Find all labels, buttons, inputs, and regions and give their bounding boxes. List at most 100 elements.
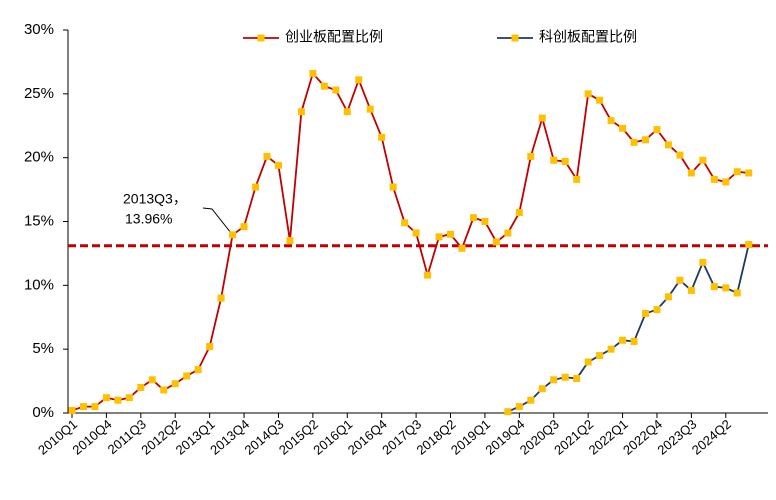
marker <box>183 372 191 380</box>
marker <box>619 336 627 344</box>
marker <box>447 230 455 238</box>
marker <box>240 223 248 231</box>
annotation-leader <box>202 207 232 234</box>
marker <box>573 175 581 183</box>
marker <box>504 229 512 237</box>
marker <box>160 386 168 394</box>
marker <box>687 286 695 294</box>
marker <box>630 338 638 346</box>
marker <box>664 141 672 149</box>
marker <box>102 394 110 402</box>
marker <box>355 76 363 84</box>
legend-label: 科创板配置比例 <box>539 29 637 45</box>
marker <box>630 138 638 146</box>
marker <box>286 237 294 245</box>
marker <box>699 258 707 266</box>
marker <box>274 161 282 169</box>
marker <box>561 373 569 381</box>
marker <box>343 108 351 116</box>
marker <box>607 117 615 125</box>
marker <box>687 169 695 177</box>
marker <box>492 238 500 246</box>
marker <box>458 244 466 252</box>
marker <box>515 209 523 217</box>
marker <box>561 157 569 165</box>
marker <box>401 219 409 227</box>
marker <box>642 136 649 144</box>
marker <box>504 408 512 416</box>
marker <box>676 276 684 284</box>
marker <box>194 366 202 374</box>
marker <box>710 283 718 291</box>
marker <box>424 271 432 279</box>
marker <box>68 406 76 414</box>
y-tick-label: 25% <box>24 85 54 102</box>
marker <box>252 183 260 191</box>
annotation: 13.96% <box>125 211 172 227</box>
marker <box>320 82 328 90</box>
marker <box>309 69 317 77</box>
marker <box>206 343 214 351</box>
y-tick-label: 0% <box>32 404 54 421</box>
marker <box>148 376 156 384</box>
marker <box>538 385 546 393</box>
marker <box>664 293 672 301</box>
marker <box>125 394 133 402</box>
series-line <box>71 71 749 412</box>
marker <box>642 309 649 317</box>
y-tick-label: 15% <box>24 212 54 229</box>
marker <box>527 396 535 404</box>
marker <box>619 124 627 132</box>
y-tick-label: 5% <box>32 340 54 357</box>
marker <box>137 383 145 391</box>
marker <box>676 151 684 159</box>
marker <box>435 233 443 241</box>
marker <box>389 183 397 191</box>
marker <box>515 403 523 411</box>
legend-marker <box>511 34 519 42</box>
marker <box>596 352 604 360</box>
marker <box>745 240 753 248</box>
legend-label: 创业板配置比例 <box>285 29 383 45</box>
marker <box>217 294 225 302</box>
marker <box>297 108 305 116</box>
x-tick-label: 2024Q2 <box>689 416 734 457</box>
marker <box>745 169 753 177</box>
marker <box>733 289 741 297</box>
y-tick-label: 30% <box>24 21 54 38</box>
marker <box>653 306 661 314</box>
marker <box>332 86 340 94</box>
marker <box>584 358 592 366</box>
marker <box>481 218 489 225</box>
marker <box>527 152 535 160</box>
y-tick-label: 10% <box>24 276 54 293</box>
marker <box>469 214 477 222</box>
marker <box>584 90 592 98</box>
marker <box>91 403 99 411</box>
marker <box>366 105 374 113</box>
marker <box>722 284 730 292</box>
marker <box>412 229 420 237</box>
marker <box>550 156 558 164</box>
y-tick-label: 20% <box>24 149 54 166</box>
marker <box>573 375 581 383</box>
marker <box>653 126 661 134</box>
marker <box>699 156 707 164</box>
marker <box>710 175 718 183</box>
marker <box>114 396 122 404</box>
marker <box>550 376 558 384</box>
x-tick-label: 2010Q4 <box>69 416 114 457</box>
marker <box>607 345 615 353</box>
marker <box>722 178 730 186</box>
marker <box>171 380 179 388</box>
marker <box>596 96 604 104</box>
marker <box>538 114 546 122</box>
marker <box>79 403 87 411</box>
legend-marker <box>257 34 265 42</box>
marker <box>229 231 237 239</box>
marker <box>263 152 271 160</box>
marker <box>733 168 741 176</box>
series-line <box>507 244 750 413</box>
annotation: 2013Q3， <box>123 191 187 207</box>
